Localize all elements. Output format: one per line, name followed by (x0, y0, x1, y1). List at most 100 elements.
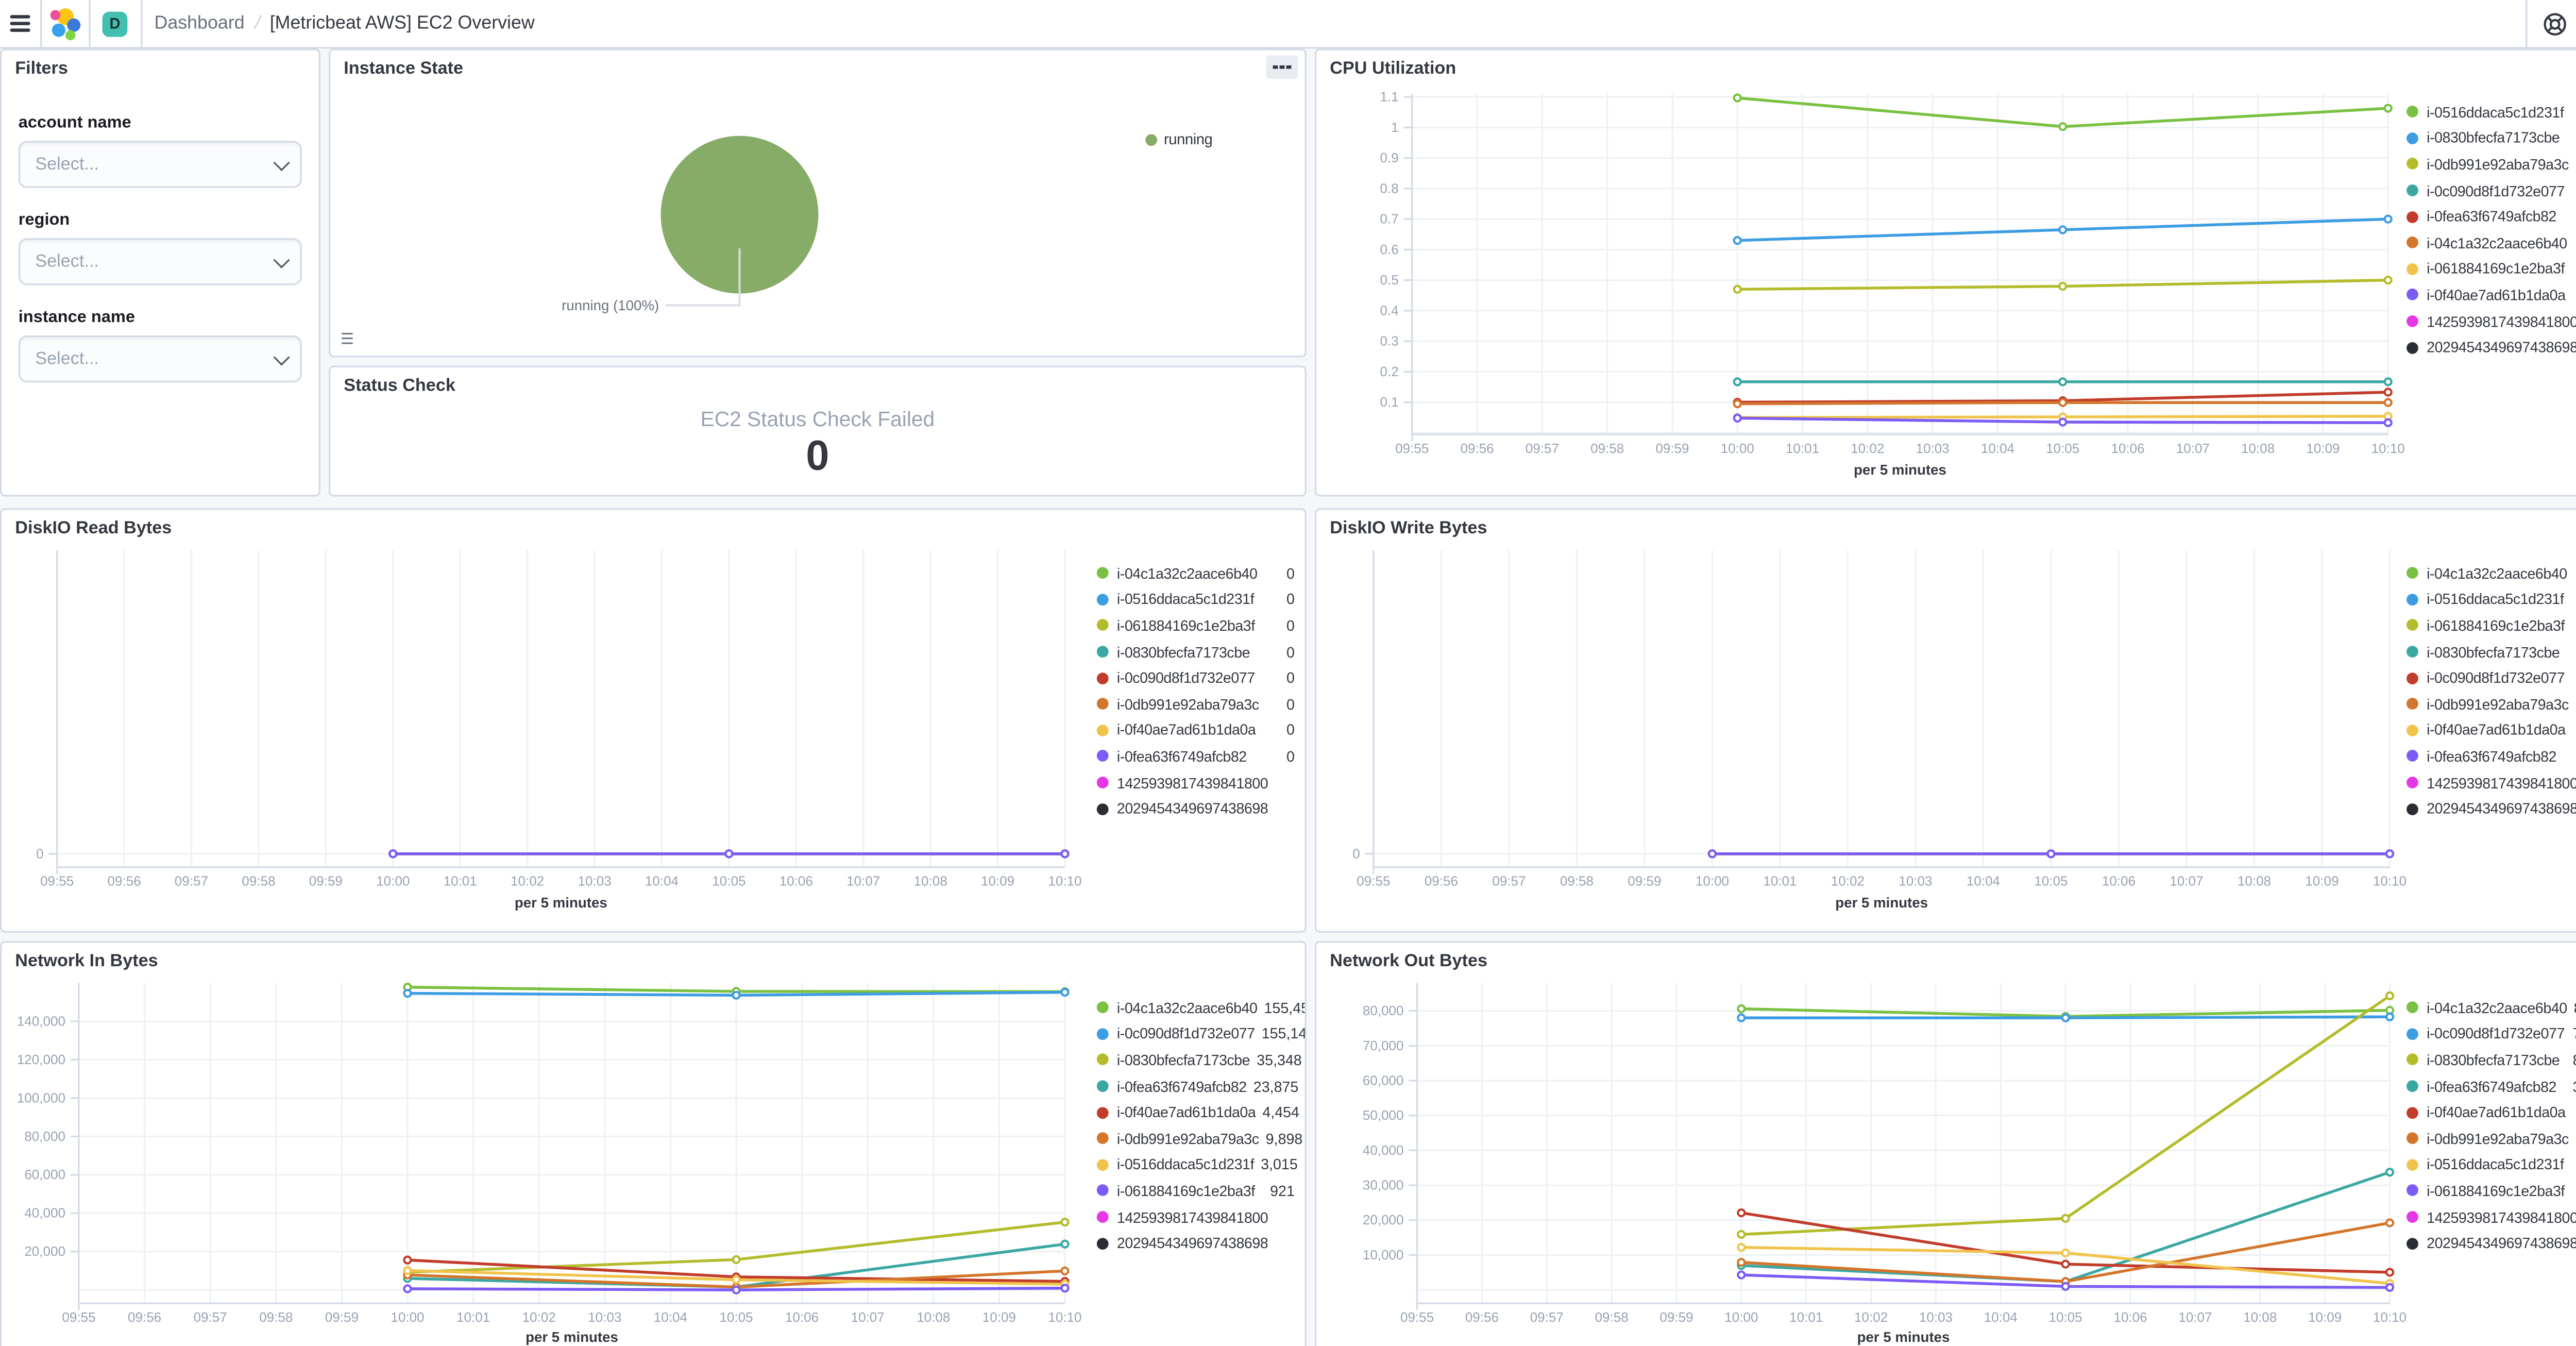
legend-item[interactable]: 1425939817439841800 (2406, 769, 2576, 796)
legend-item[interactable]: 1425939817439841800 (2406, 308, 2576, 334)
dashboard-badge[interactable]: D (89, 0, 141, 47)
panel-title[interactable]: DiskIO Read Bytes (15, 518, 172, 539)
panel-title[interactable]: CPU Utilization (1330, 58, 1456, 79)
legend-item[interactable]: 1425939817439841800 (2406, 1204, 2576, 1230)
legend-item[interactable]: i-061884169c1e2ba3f 921 (1096, 1178, 1295, 1204)
panel-options-button[interactable] (1266, 55, 1298, 79)
panel-title[interactable]: Status Check (344, 376, 455, 396)
svg-text:09:58: 09:58 (1560, 873, 1594, 889)
legend-dot (1096, 698, 1109, 710)
svg-text:10:06: 10:06 (2113, 1309, 2147, 1325)
legend-item[interactable]: i-0c090d8f1d732e077 78,288 (2406, 1021, 2576, 1047)
pie-legend-item[interactable]: running (1145, 131, 1213, 147)
legend-label: i-0516ddaca5c1d231f (2427, 591, 2564, 608)
menu-button[interactable] (0, 0, 40, 47)
svg-text:09:56: 09:56 (108, 873, 141, 889)
legend-item[interactable]: i-04c1a32c2aace6b40 155,454 (1096, 995, 1304, 1021)
legend-item[interactable]: i-0830bfecfa7173cbe 35,348 (1096, 1047, 1302, 1073)
panel-title[interactable]: Network Out Bytes (1330, 951, 1488, 971)
legend-value: 0 (1286, 669, 1295, 686)
filter-select-region[interactable]: Select... (18, 238, 302, 285)
legend-item[interactable]: i-0fea63f6749afcb82 23,875 (1096, 1073, 1298, 1100)
legend-dot (2406, 315, 2418, 327)
legend-label: 1425939817439841800 (1116, 1208, 1268, 1226)
legend-item[interactable]: 2029454349697438698 (1096, 1230, 1295, 1256)
legend-item[interactable]: i-0c090d8f1d732e077 155,144 (1096, 1021, 1304, 1047)
panel-filters: Filters account name Select... region Selec… (0, 48, 320, 497)
legend-item[interactable]: 2029454349697438698 (1096, 796, 1295, 822)
panel-title[interactable]: DiskIO Write Bytes (1330, 518, 1487, 539)
panel-title[interactable]: Instance State (344, 58, 464, 79)
legend-dot (2406, 724, 2418, 736)
legend-dot (2406, 777, 2418, 789)
diskio-read-legend: i-04c1a32c2aace6b40 0 i-0516ddaca5c1d231f 0… (1096, 560, 1295, 822)
legend-item[interactable]: i-0f40ae7ad61b1da0a5,054 (2406, 1099, 2576, 1125)
panel-title[interactable]: Network In Bytes (15, 951, 158, 971)
svg-text:09:58: 09:58 (1590, 441, 1624, 456)
svg-text:09:55: 09:55 (1357, 873, 1390, 889)
legend-item[interactable]: i-0f40ae7ad61b1da0a 4,454 (1096, 1099, 1299, 1125)
legend-item[interactable]: 2029454349697438698 (2406, 1230, 2576, 1256)
legend-item[interactable]: 1425939817439841800 (1096, 1204, 1295, 1230)
legend-value: 0 (1286, 748, 1295, 765)
legend-value: 23,875 (1253, 1078, 1299, 1095)
elastic-logo-button[interactable] (40, 0, 89, 47)
legend-dot (1096, 1133, 1109, 1145)
legend-item[interactable]: i-061884169c1e2ba3f710 (2406, 1178, 2576, 1204)
legend-item[interactable]: i-0fea63f6749afcb82 33,741 (2406, 1073, 2576, 1100)
cpu-utilization-chart: 0.1 0.2 0.3 0.4 0.5 0.6 0.7 0.8 0.9 1 1.1 09:55 09:5… (1380, 89, 2405, 478)
filter-select-account-name[interactable]: Select... (18, 141, 302, 188)
legend-item[interactable]: 2029454349697438698 (2406, 334, 2576, 361)
legend-item[interactable]: i-0516ddaca5c1d231f1,847 (2406, 1152, 2576, 1178)
panel-cpu-utilization: CPU Utilization 0.1 0.2 0.3 0.4 0.5 0.6 0.7 0.8… (1314, 48, 2576, 497)
legend-label: i-0db991e92aba79a3c (2427, 1130, 2569, 1147)
filter-select-instance-name[interactable]: Select... (18, 335, 302, 383)
legend-item[interactable]: i-04c1a32c2aace6b40 80,166 (2406, 995, 2576, 1021)
legend-value: 921 (1270, 1182, 1295, 1200)
legend-value: 84,322 (2573, 1052, 2576, 1069)
svg-text:09:56: 09:56 (1465, 1309, 1499, 1325)
legend-item[interactable]: i-0830bfecfa7173cbe 84,322 (2406, 1047, 2576, 1073)
legend-value: 0 (1286, 565, 1295, 582)
legend-item[interactable]: i-0db991e92aba79a3c 19,231 (2406, 1125, 2576, 1152)
legend-dot (1096, 1185, 1109, 1197)
legend-item[interactable]: i-0db991e92aba79a3c 9,898 (1096, 1125, 1302, 1152)
svg-text:10:10: 10:10 (2371, 441, 2405, 456)
svg-text:09:55: 09:55 (1395, 441, 1429, 456)
legend-item[interactable]: 1425939817439841800 (1096, 769, 1295, 796)
legend-toggle-icon[interactable]: ☰ (340, 330, 354, 347)
legend-item[interactable]: i-0516ddaca5c1d231f1.063 (2406, 99, 2576, 125)
breadcrumb-dashboard-link[interactable]: Dashboard (154, 13, 245, 34)
legend-item[interactable]: i-0516ddaca5c1d231f 3,015 (1096, 1152, 1298, 1178)
svg-text:0.1: 0.1 (1380, 394, 1399, 410)
help-button[interactable] (2527, 0, 2576, 47)
network-out-chart: 10,000 20,000 30,000 40,000 50,000 60,000 70,0… (1363, 983, 2406, 1345)
panel-diskio-write: DiskIO Write Bytes 0 09:55 09:56 09:57 09:58… (1314, 508, 2576, 933)
legend-item[interactable]: 2029454349697438698 (2406, 796, 2576, 822)
svg-text:09:58: 09:58 (242, 873, 275, 889)
